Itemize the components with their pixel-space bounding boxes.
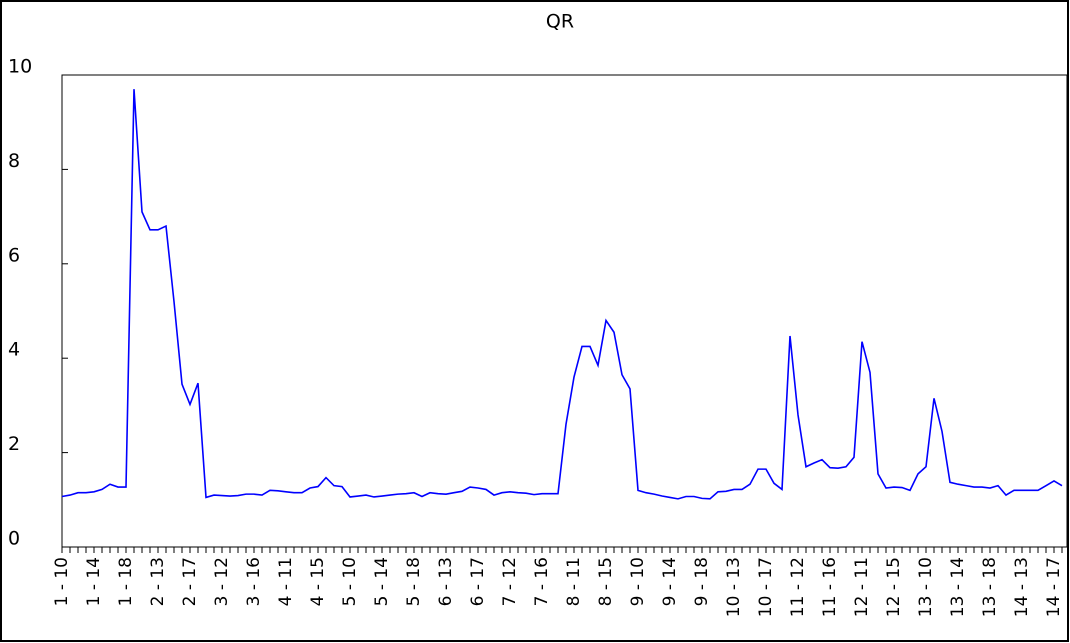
x-tick-label: 10 - 13 — [724, 557, 744, 617]
x-tick-label: 13 - 18 — [980, 557, 1000, 617]
chart-title: QR — [546, 11, 574, 33]
x-tick-label: 12 - 11 — [852, 557, 872, 617]
x-tick-label: 2 - 17 — [180, 557, 200, 606]
x-tick-label: 14 - 13 — [1012, 557, 1032, 617]
x-tick-label: 13 - 14 — [948, 557, 968, 617]
x-tick-label: 11 - 16 — [820, 557, 840, 617]
y-tick-label: 6 — [8, 244, 20, 266]
plot-area — [61, 74, 1068, 548]
x-tick-label: 10 - 17 — [756, 557, 776, 617]
x-tick-label: 4 - 15 — [308, 557, 328, 606]
x-tick-label: 3 - 12 — [212, 557, 232, 606]
x-tick-label: 9 - 10 — [628, 557, 648, 606]
x-tick-label: 4 - 11 — [276, 557, 296, 606]
x-tick-label: 6 - 17 — [468, 557, 488, 606]
x-tick-label: 5 - 14 — [372, 557, 392, 606]
x-tick-label: 14 - 17 — [1044, 557, 1064, 617]
x-tick-label: 1 - 14 — [84, 557, 104, 606]
x-tick-label: 5 - 10 — [340, 557, 360, 606]
y-tick-label: 4 — [8, 339, 20, 361]
x-tick-label: 8 - 11 — [564, 557, 584, 606]
x-tick-label: 11 - 12 — [788, 557, 808, 617]
x-tick-label: 7 - 12 — [500, 557, 520, 606]
x-tick-label: 3 - 16 — [244, 557, 264, 606]
x-tick-label: 9 - 14 — [660, 557, 680, 606]
x-tick-label: 5 - 18 — [404, 557, 424, 606]
x-tick-label: 1 - 10 — [52, 557, 72, 606]
y-tick-label: 0 — [8, 528, 20, 550]
x-tick-label: 1 - 18 — [116, 557, 136, 606]
x-tick-label: 12 - 15 — [884, 557, 904, 617]
x-tick-label: 13 - 10 — [916, 557, 936, 617]
x-tick-label: 2 - 13 — [148, 557, 168, 606]
x-tick-label: 7 - 16 — [532, 557, 552, 606]
x-tick-label: 9 - 18 — [692, 557, 712, 606]
y-tick-label: 8 — [8, 150, 20, 172]
x-tick-label: 6 - 13 — [436, 557, 456, 606]
x-tick-label: 8 - 15 — [596, 557, 616, 606]
line — [61, 89, 1063, 500]
y-tick-label: 10 — [8, 56, 32, 78]
y-tick-label: 2 — [8, 433, 20, 455]
